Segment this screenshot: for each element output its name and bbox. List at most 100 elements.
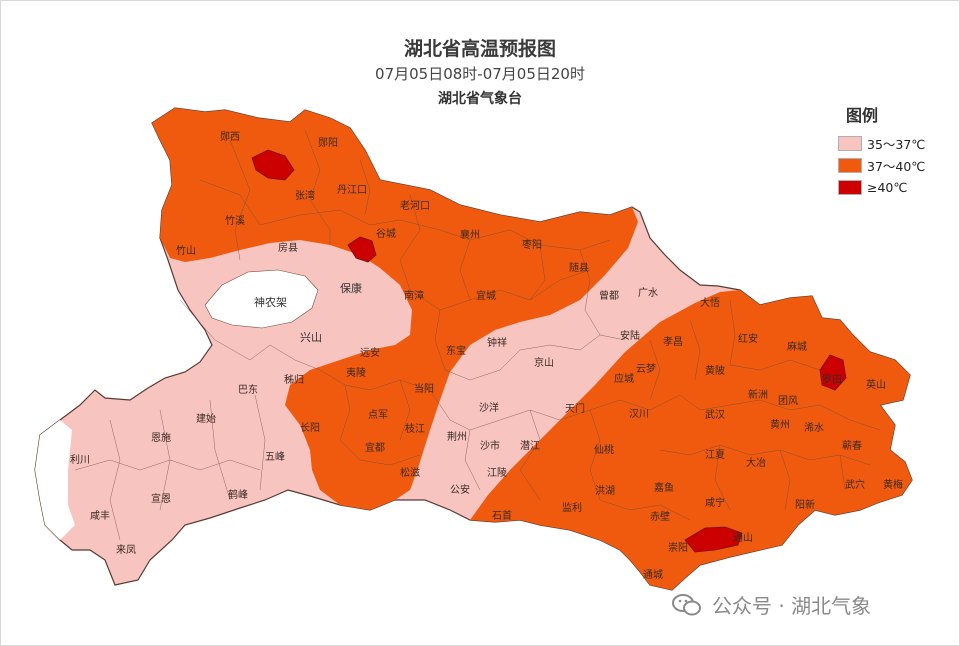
city-label-jingshan: 京山 <box>534 356 554 369</box>
wechat-icon <box>672 593 701 615</box>
city-label-zhongxiang: 钟祥 <box>487 336 507 349</box>
city-label-huangzhou: 黄州 <box>770 418 790 431</box>
zone-37-40-east <box>470 290 912 590</box>
city-label-zengdu: 曾都 <box>599 289 619 302</box>
city-label-jiangling: 江陵 <box>487 467 507 479</box>
city-label-zhuxi: 竹溪 <box>225 214 245 227</box>
city-label-xuanen: 宣恩 <box>151 492 171 505</box>
zone-40-plus-macheng <box>819 354 847 391</box>
city-label-yingcheng: 应城 <box>614 372 634 385</box>
city-label-tongshan: 通山 <box>733 532 753 544</box>
city-label-songzi: 松滋 <box>400 466 420 479</box>
city-label-macheng: 麻城 <box>787 340 807 353</box>
zone-40-plus-tongshan <box>684 526 743 553</box>
city-label-yunmeng: 云梦 <box>636 363 656 375</box>
city-label-jiangxia: 江夏 <box>705 449 725 461</box>
city-label-tianmen: 天门 <box>565 402 585 415</box>
watermark-text: 公众号 · 湖北气象 <box>712 594 872 618</box>
zone-no-heat-west <box>35 420 75 540</box>
forecast-period: 07月05日08时-07月05日20时 <box>375 65 585 83</box>
zone-40-plus-gucheng <box>347 236 377 263</box>
city-label-dianjun: 点军 <box>368 409 388 421</box>
legend-item-35-37: 35～37℃ <box>838 132 925 154</box>
city-label-changyang: 长阳 <box>300 422 320 434</box>
city-label-wuhan: 武汉 <box>705 408 725 421</box>
legend-swatch-37-40 <box>838 157 862 173</box>
city-label-wufeng: 五峰 <box>265 451 285 463</box>
city-label-daye: 大冶 <box>746 456 766 469</box>
city-label-shennongjia: 神农架 <box>254 295 287 309</box>
city-label-xianning: 咸宁 <box>705 496 725 509</box>
legend-item-37-40: 37～40℃ <box>838 154 925 176</box>
city-label-gongan: 公安 <box>450 483 470 496</box>
city-label-zigui: 秭归 <box>284 373 304 386</box>
city-label-danjiangkou: 丹江口 <box>337 184 367 196</box>
city-label-huangpi: 黄陂 <box>705 364 725 377</box>
city-label-xiantao: 仙桃 <box>594 443 614 456</box>
city-label-dongbao: 东宝 <box>446 344 466 357</box>
city-label-huangmei: 黄梅 <box>883 478 903 491</box>
city-label-honghu: 洪湖 <box>595 485 615 497</box>
city-label-xinzhou: 新洲 <box>748 388 768 401</box>
city-label-xingshan: 兴山 <box>300 331 322 344</box>
city-label-zaoyang: 枣阳 <box>522 239 542 251</box>
legend-label-37-40: 37～40℃ <box>867 158 926 174</box>
city-label-xishui: 浠水 <box>804 421 824 434</box>
city-label-zhangwan: 张湾 <box>295 189 315 202</box>
city-label-jianshi: 建始 <box>196 412 216 425</box>
city-label-tuanfeng: 团风 <box>778 395 798 407</box>
city-label-yunxi: 郧西 <box>220 131 240 143</box>
city-label-qianjiang: 潜江 <box>520 439 540 452</box>
city-label-jingzhou: 荆州 <box>447 430 467 443</box>
zone-37-40-north <box>152 108 638 510</box>
city-label-laohekou: 老河口 <box>400 199 430 212</box>
city-label-nanzhang: 南漳 <box>404 289 424 302</box>
city-label-dawu: 大悟 <box>700 296 720 309</box>
city-label-guangshui: 广水 <box>638 287 658 299</box>
zone-no-heat-shennongjia <box>204 269 319 329</box>
city-label-xiaochang: 孝昌 <box>663 336 683 348</box>
issuer-label: 湖北省气象台 <box>438 91 522 107</box>
legend-swatch-40-plus <box>838 179 862 195</box>
city-label-badong: 巴东 <box>238 383 258 396</box>
city-label-anlu: 安陆 <box>620 329 640 342</box>
city-label-enshi: 恩施 <box>151 431 171 444</box>
city-label-chongyang: 崇阳 <box>668 542 688 554</box>
city-label-jiayu: 嘉鱼 <box>654 481 674 494</box>
city-label-gucheng: 谷城 <box>376 228 396 240</box>
city-label-zhijiang: 枝江 <box>405 422 425 435</box>
city-label-xianfeng: 咸丰 <box>90 509 110 522</box>
city-label-yuanan: 远安 <box>360 346 380 359</box>
city-label-chibi: 赤壁 <box>650 510 670 523</box>
city-label-yicheng: 宜城 <box>476 289 496 302</box>
zone-40-plus-yunyang <box>251 149 295 181</box>
city-label-laifeng: 来凤 <box>116 544 136 556</box>
city-labels: 神农架 保康 兴山 房县 竹溪 竹山 巴东 建始 恩施 利川 宣恩 咸丰 来凤 … <box>70 131 903 581</box>
legend-title: 图例 <box>846 106 879 125</box>
city-label-baokang: 保康 <box>340 281 362 295</box>
city-label-yidu: 宜都 <box>365 441 385 454</box>
city-label-shishou: 石首 <box>492 509 512 522</box>
city-label-yiling: 夷陵 <box>346 366 366 379</box>
city-label-lichuan: 利川 <box>70 454 90 466</box>
city-label-yangxin: 阳新 <box>795 498 815 511</box>
county-boundaries <box>74 129 881 541</box>
city-label-hefeng: 鹤峰 <box>228 488 248 501</box>
city-label-fangxian: 房县 <box>278 241 298 254</box>
legend-swatch-35-37 <box>838 135 862 151</box>
map-title: 湖北省高温预报图 <box>403 38 556 60</box>
city-label-zhushan: 竹山 <box>176 244 196 257</box>
city-label-qichun: 蕲春 <box>842 440 862 452</box>
city-label-yunyang: 郧阳 <box>318 137 338 149</box>
city-label-tongcheng: 通城 <box>643 569 663 581</box>
city-label-wuxue: 武穴 <box>845 478 865 491</box>
legend-label-35-37: 35～37℃ <box>867 136 926 152</box>
city-label-suixian: 随县 <box>569 261 589 274</box>
city-label-dangyang: 当阳 <box>414 382 434 395</box>
city-label-hongan: 红安 <box>738 332 758 345</box>
legend-item-40-plus: ≥40℃ <box>838 176 925 198</box>
watermark: 公众号 · 湖北气象 <box>672 590 871 619</box>
city-label-shayang: 沙洋 <box>479 401 499 414</box>
legend: 图例 35～37℃ 37～40℃ ≥40℃ <box>838 102 925 198</box>
